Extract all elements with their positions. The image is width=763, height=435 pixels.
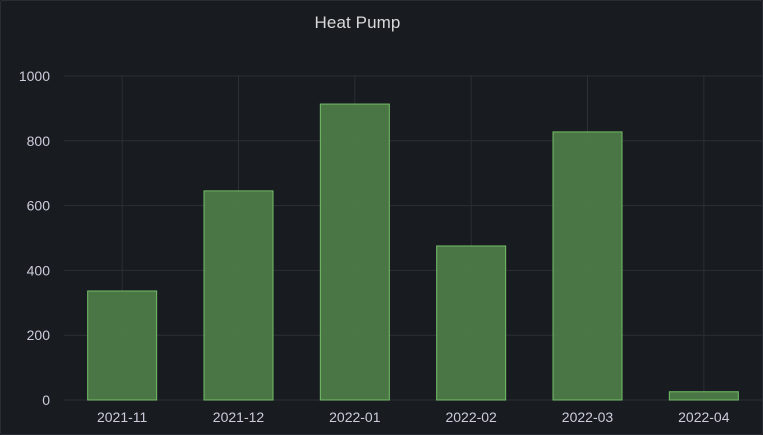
y-tick-label: 600	[27, 198, 51, 214]
x-tick-label: 2021-11	[97, 409, 148, 425]
x-axis-ticks: 2021-11 2021-12 2022-01 2022-02 2022-03 2022-…	[97, 409, 730, 425]
y-tick-label: 0	[42, 392, 50, 408]
bar[interactable]	[668, 391, 739, 401]
x-tick-label: 2022-04	[678, 409, 730, 425]
bar[interactable]	[87, 290, 158, 401]
bar[interactable]	[436, 245, 507, 401]
bar[interactable]	[552, 131, 623, 401]
bar[interactable]	[203, 190, 274, 401]
y-tick-label: 800	[27, 133, 51, 149]
panel-header[interactable]: Heat Pump	[1, 1, 714, 45]
y-tick-label: 400	[27, 262, 51, 278]
bar[interactable]	[319, 103, 390, 401]
x-tick-label: 2022-02	[445, 409, 497, 425]
grid-lines	[64, 75, 762, 401]
y-tick-label: 1000	[19, 68, 50, 84]
x-tick-label: 2022-01	[329, 409, 381, 425]
x-tick-label: 2022-03	[562, 409, 614, 425]
y-tick-label: 200	[27, 327, 51, 343]
x-tick-label: 2021-12	[213, 409, 265, 425]
y-axis-ticks: 0 200 400 600 800 1000	[19, 68, 50, 408]
bars	[87, 103, 739, 401]
panel-title: Heat Pump	[314, 13, 401, 32]
